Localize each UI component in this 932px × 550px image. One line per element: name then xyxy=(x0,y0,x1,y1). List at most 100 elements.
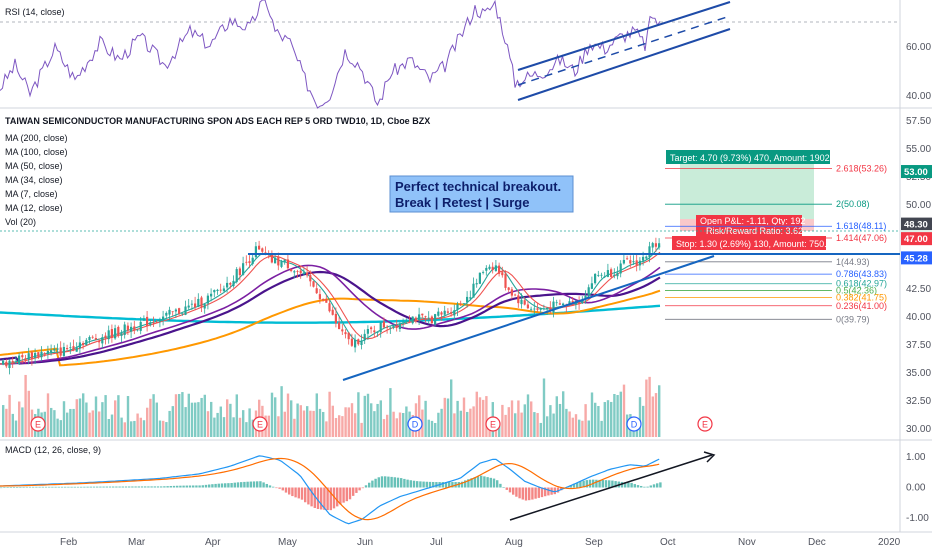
macd-histogram-bar xyxy=(278,487,281,489)
macd-histogram-bar xyxy=(124,486,128,488)
dividend-marker[interactable]: D xyxy=(626,416,642,432)
earnings-marker[interactable]: E xyxy=(30,416,46,432)
macd-histogram-bar xyxy=(76,486,80,488)
volume-bar xyxy=(542,378,546,437)
volume-bar xyxy=(373,411,376,437)
price-pane[interactable]: TAIWAN SEMICONDUCTOR MANUFACTURING SPON … xyxy=(0,0,932,532)
rsi-tick-60: 60.00 xyxy=(906,42,931,53)
macd-histogram-bar xyxy=(316,487,320,509)
earnings-marker[interactable]: E xyxy=(485,416,501,432)
candle-body xyxy=(382,321,385,328)
rr-box[interactable] xyxy=(696,225,802,236)
volume-bar xyxy=(606,400,610,437)
target-zone[interactable] xyxy=(680,164,814,219)
macd-axis: 1.00 0.00 -1.00 xyxy=(906,452,929,524)
earnings-marker[interactable]: E xyxy=(252,416,268,432)
candle-body xyxy=(347,332,350,340)
macd-histogram-bar xyxy=(528,487,531,501)
open-pnl-box[interactable] xyxy=(696,215,802,226)
candle-body xyxy=(510,289,513,296)
candle-body xyxy=(110,329,113,338)
volume-bar xyxy=(530,401,533,437)
macd-histogram-bar xyxy=(172,485,176,488)
macd-histogram-bar xyxy=(166,486,169,488)
ascending-trendline[interactable] xyxy=(342,255,715,381)
volume-bar xyxy=(558,403,562,437)
volume-bar xyxy=(453,413,456,437)
rsi-pane[interactable]: RSI (14, close) 60.00 40.00 xyxy=(0,0,932,109)
stop-label-box[interactable] xyxy=(672,236,826,250)
rsi-channel-lower[interactable] xyxy=(517,28,731,101)
volume-bar xyxy=(510,400,514,437)
macd-histogram-bar xyxy=(304,487,307,503)
volume-bar xyxy=(178,393,181,437)
macd-histogram-bar xyxy=(614,481,617,488)
time-label-apr: Apr xyxy=(205,537,221,548)
candle-body xyxy=(517,295,520,304)
volume-bar xyxy=(139,417,142,437)
macd-histogram-bar xyxy=(441,482,444,488)
candle-body xyxy=(462,303,465,305)
fibonacci-extension[interactable]: 2.618(53.26) 2(50.08) 1.618(48.11) 1.414(47… xyxy=(665,164,887,325)
volume-bar xyxy=(475,391,478,437)
candle-body xyxy=(130,326,133,332)
volume-bar xyxy=(382,419,386,437)
macd-histogram-bar xyxy=(83,486,86,488)
macd-histogram-bar xyxy=(96,486,99,488)
candle-body xyxy=(206,295,209,304)
candle-body xyxy=(296,271,299,272)
candle-body xyxy=(146,316,149,326)
volume-bar xyxy=(354,413,357,437)
macd-histogram-bar xyxy=(425,481,428,488)
price-badge-bg xyxy=(901,232,932,246)
candle-body xyxy=(533,308,536,310)
candle-body xyxy=(232,280,235,287)
candle-body xyxy=(133,326,136,331)
candle-body xyxy=(350,338,353,346)
volume-bar xyxy=(523,404,526,437)
dividend-marker[interactable]: D xyxy=(407,416,423,432)
volume-bar xyxy=(622,384,626,437)
macd-histogram-bar xyxy=(336,487,339,507)
rsi-channel-upper[interactable] xyxy=(517,1,731,71)
macd-pane[interactable]: MACD (12, 26, close, 9) 1.00 0.00 -1.00 xyxy=(0,445,929,525)
volume-bar xyxy=(386,414,389,437)
macd-histogram-bar xyxy=(547,487,550,496)
candle-body xyxy=(427,317,430,319)
volume-bar xyxy=(306,406,309,437)
annotation-line-2: Break | Retest | Surge xyxy=(395,195,529,210)
macd-histogram-bar xyxy=(243,481,246,488)
candle-body xyxy=(98,340,101,343)
rsi-channel-mid[interactable] xyxy=(517,15,731,86)
volume-bar xyxy=(651,396,654,437)
candle-body xyxy=(155,322,158,323)
macd-histogram-bar xyxy=(329,487,332,511)
volume-bar xyxy=(248,408,251,437)
candle-body xyxy=(24,358,27,361)
candle-body xyxy=(386,327,389,328)
macd-histogram-bar xyxy=(387,476,390,488)
annotation-box[interactable] xyxy=(389,175,574,213)
target-label-box[interactable] xyxy=(666,150,830,164)
macd-histogram-bar xyxy=(57,486,60,488)
volume-bar xyxy=(379,400,382,437)
volume-bar xyxy=(434,422,437,437)
earnings-marker[interactable]: E xyxy=(697,416,713,432)
macd-histogram-bar xyxy=(521,487,524,500)
volume-bar xyxy=(283,411,286,437)
macd-trend-arrow[interactable] xyxy=(509,454,713,521)
volume-bar xyxy=(482,399,485,437)
candle-body xyxy=(370,327,373,330)
candle-body xyxy=(216,289,219,292)
candle-body xyxy=(654,243,657,247)
macd-histogram-bar xyxy=(409,480,412,488)
time-axis[interactable]: Feb Mar Apr May Jun Jul Aug Sep Oct Nov … xyxy=(0,531,932,548)
candle-body xyxy=(197,298,200,307)
candle-body xyxy=(594,273,597,284)
volume-bar xyxy=(405,406,408,437)
macd-histogram-bar xyxy=(246,481,249,488)
candle-body xyxy=(62,346,65,356)
macd-histogram-bar xyxy=(160,486,163,488)
